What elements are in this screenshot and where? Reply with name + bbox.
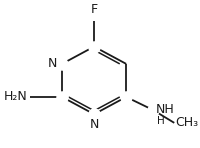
Text: H: H: [157, 116, 165, 126]
Text: NH: NH: [156, 103, 174, 116]
Text: CH₃: CH₃: [175, 116, 198, 129]
Text: N: N: [48, 57, 58, 70]
Text: F: F: [91, 3, 98, 16]
Text: N: N: [89, 118, 99, 131]
Text: H₂N: H₂N: [4, 90, 27, 103]
